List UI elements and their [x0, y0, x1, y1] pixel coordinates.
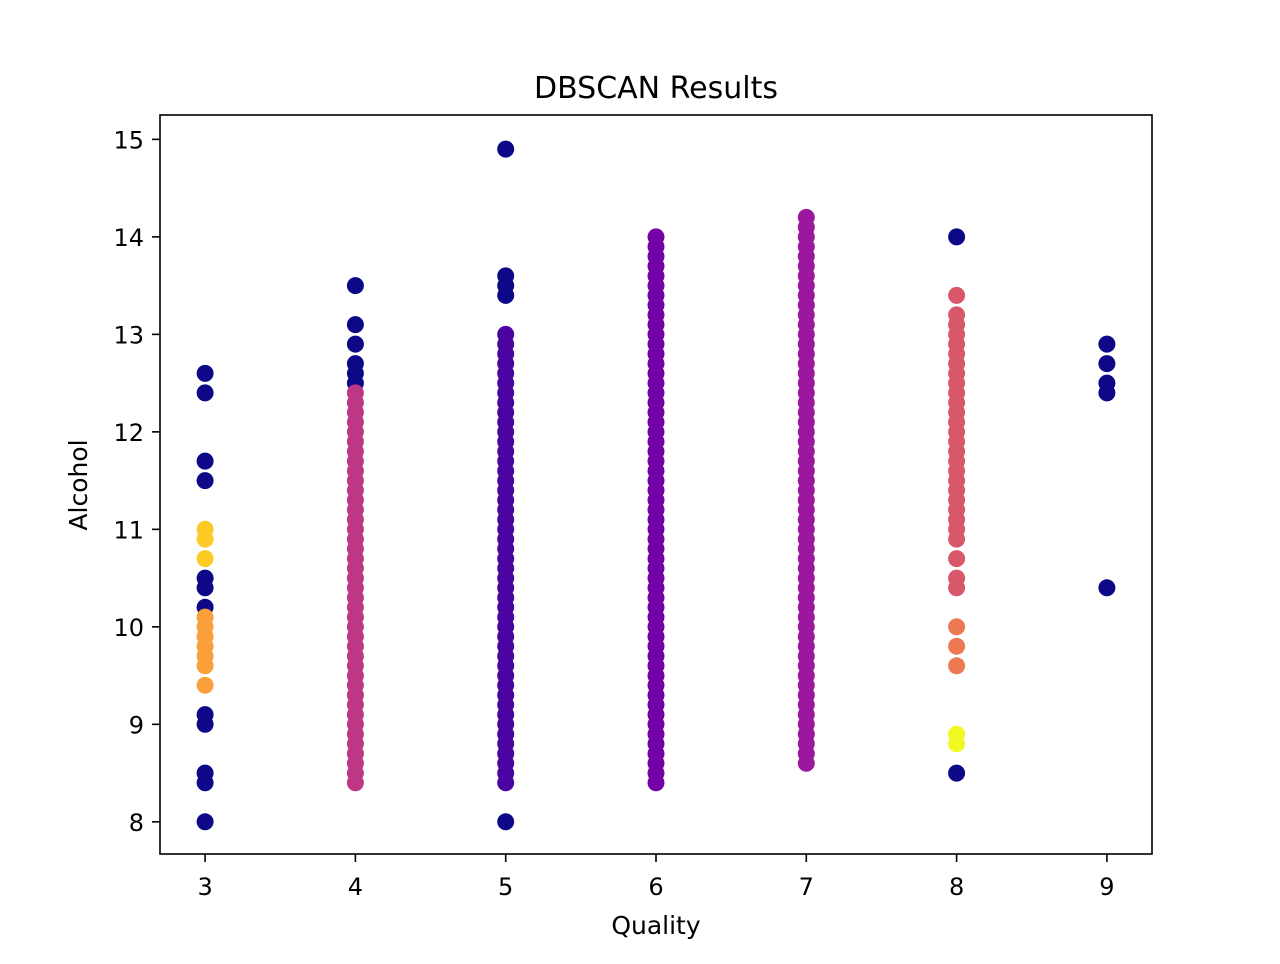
data-point — [948, 618, 966, 636]
y-tick-label: 9 — [129, 711, 144, 739]
data-point — [196, 715, 214, 733]
data-point — [346, 316, 364, 334]
x-axis-label: Quality — [611, 911, 701, 940]
data-point — [497, 813, 515, 831]
y-tick-label: 8 — [129, 809, 144, 837]
data-point — [346, 335, 364, 353]
data-point — [948, 637, 966, 655]
x-axis: 3 4 5 6 7 8 9 — [197, 854, 1115, 901]
data-point — [196, 550, 214, 568]
data-point — [196, 579, 214, 597]
y-tick-label: 10 — [113, 614, 144, 642]
data-point — [196, 452, 214, 470]
data-point — [948, 657, 966, 675]
data-point — [1098, 335, 1116, 353]
data-point — [647, 228, 665, 246]
data-point — [196, 676, 214, 694]
data-point — [948, 286, 966, 304]
x-tick-label: 8 — [949, 873, 964, 901]
x-tick-label: 4 — [348, 873, 363, 901]
chart-title: DBSCAN Results — [534, 71, 778, 106]
y-tick-label: 15 — [113, 126, 144, 154]
y-tick-label: 13 — [113, 321, 144, 349]
y-axis: 8 9 10 11 12 13 14 15 — [113, 126, 160, 837]
data-point — [948, 764, 966, 782]
x-tick-label: 7 — [799, 873, 814, 901]
data-point — [948, 228, 966, 246]
data-point — [1098, 579, 1116, 597]
data-point — [346, 277, 364, 295]
data-point — [948, 569, 966, 587]
data-point — [196, 774, 214, 792]
y-tick-label: 12 — [113, 419, 144, 447]
data-point — [196, 364, 214, 382]
x-tick-label: 3 — [197, 873, 212, 901]
data-point — [797, 208, 815, 226]
data-point — [196, 472, 214, 490]
data-point — [346, 384, 364, 402]
x-tick-label: 9 — [1099, 873, 1114, 901]
data-point — [497, 325, 515, 343]
x-tick-label: 6 — [648, 873, 663, 901]
data-point — [1098, 355, 1116, 373]
points-layer — [196, 140, 1116, 831]
data-point — [196, 520, 214, 538]
data-point — [948, 306, 966, 324]
data-point — [1098, 384, 1116, 402]
data-point — [948, 725, 966, 743]
data-point — [497, 140, 515, 158]
x-tick-label: 5 — [498, 873, 513, 901]
data-point — [196, 384, 214, 402]
data-point — [196, 608, 214, 626]
y-axis-label: Alcohol — [64, 439, 93, 530]
y-tick-label: 11 — [113, 516, 144, 544]
y-tick-label: 14 — [113, 224, 144, 252]
data-point — [948, 550, 966, 568]
data-point — [497, 286, 515, 304]
data-point — [196, 813, 214, 831]
